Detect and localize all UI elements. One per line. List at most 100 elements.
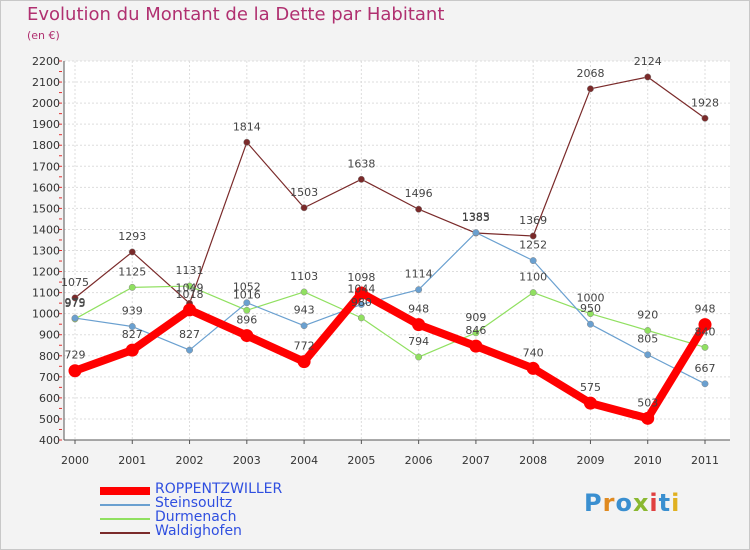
chart-title: Evolution du Montant de la Dette par Hab… bbox=[27, 4, 445, 25]
x-tick-label: 2007 bbox=[462, 454, 490, 467]
data-point bbox=[701, 380, 709, 388]
y-axis: 400 500 600 700 800 900 1000 1100 1200 1300 1400 15… bbox=[32, 55, 65, 447]
legend-label: ROPPENTZWILLER bbox=[155, 481, 283, 497]
data-point bbox=[415, 353, 423, 361]
data-label: 1049 bbox=[176, 281, 204, 294]
data-label: 740 bbox=[523, 346, 544, 359]
legend-label: Steinsoultz bbox=[155, 495, 233, 511]
legend-swatch bbox=[100, 487, 150, 495]
data-label: 1125 bbox=[118, 265, 146, 278]
data-point bbox=[529, 232, 537, 240]
data-point bbox=[644, 73, 652, 81]
data-point bbox=[243, 306, 251, 314]
data-label: 503 bbox=[637, 396, 658, 409]
data-label: 1385 bbox=[462, 211, 490, 224]
data-label: 729 bbox=[65, 349, 86, 362]
x-tick-label: 2008 bbox=[519, 454, 547, 467]
data-point bbox=[644, 327, 652, 334]
series-steinsoultz bbox=[71, 229, 709, 388]
data-point bbox=[701, 343, 709, 351]
proxiti-logo: Proxiti bbox=[584, 489, 680, 517]
data-label: 1000 bbox=[576, 292, 604, 305]
series-group bbox=[68, 73, 712, 425]
data-point bbox=[125, 343, 139, 357]
data-point bbox=[357, 300, 365, 308]
y-tick-label: 2100 bbox=[32, 76, 60, 89]
data-label: 1103 bbox=[290, 270, 318, 283]
y-tick-label: 400 bbox=[39, 434, 60, 447]
data-point bbox=[300, 288, 308, 296]
y-tick-label: 1600 bbox=[32, 181, 60, 194]
data-label: 948 bbox=[695, 303, 716, 316]
data-point bbox=[183, 303, 197, 317]
x-tick-label: 2010 bbox=[634, 454, 662, 467]
data-label: 1016 bbox=[233, 288, 261, 301]
data-label: 667 bbox=[695, 362, 716, 375]
data-label: 1293 bbox=[118, 230, 146, 243]
data-point bbox=[357, 314, 365, 322]
y-tick-label: 600 bbox=[39, 392, 60, 405]
data-label: 1075 bbox=[61, 276, 89, 289]
data-point bbox=[357, 175, 365, 183]
data-label: 840 bbox=[695, 325, 716, 338]
data-label: 805 bbox=[637, 333, 658, 346]
data-point bbox=[71, 294, 79, 302]
data-label: 1638 bbox=[347, 157, 375, 170]
data-point bbox=[698, 318, 712, 332]
y-tick-label: 1700 bbox=[32, 160, 60, 173]
data-point bbox=[583, 396, 597, 410]
logo-letter: r bbox=[602, 489, 616, 517]
series-durmenach bbox=[71, 282, 709, 361]
data-label: 1252 bbox=[519, 239, 547, 252]
data-label: 794 bbox=[408, 335, 429, 348]
data-label: 575 bbox=[580, 381, 601, 394]
data-point bbox=[71, 314, 79, 322]
data-label: 1383 bbox=[462, 211, 490, 224]
y-tick-label: 1100 bbox=[32, 287, 60, 300]
x-tick-label: 2004 bbox=[290, 454, 318, 467]
y-tick-label: 1200 bbox=[32, 266, 60, 279]
data-point bbox=[587, 310, 594, 318]
data-point bbox=[529, 289, 537, 297]
data-label: 2124 bbox=[634, 55, 662, 68]
y-tick-label: 900 bbox=[39, 329, 60, 342]
data-label: 846 bbox=[465, 324, 486, 337]
x-tick-label: 2003 bbox=[233, 454, 261, 467]
data-label: 772 bbox=[294, 340, 315, 353]
data-point bbox=[186, 282, 193, 290]
y-tick-label: 1000 bbox=[32, 308, 60, 321]
data-label: 1369 bbox=[519, 214, 547, 227]
data-point bbox=[243, 138, 251, 146]
data-point bbox=[243, 299, 251, 307]
x-tick-label: 2006 bbox=[405, 454, 433, 467]
y-tick-label: 800 bbox=[39, 350, 60, 363]
logo-letter: t bbox=[658, 489, 672, 517]
data-point bbox=[415, 205, 423, 213]
data-point bbox=[240, 329, 254, 343]
data-label: 1114 bbox=[405, 268, 433, 281]
legend-label: Durmenach bbox=[155, 509, 237, 525]
series-roppentzwiller bbox=[68, 286, 712, 425]
data-point bbox=[529, 257, 537, 265]
data-label: 896 bbox=[236, 314, 257, 327]
data-label: 1928 bbox=[691, 96, 719, 109]
data-point bbox=[587, 85, 594, 93]
data-point bbox=[587, 320, 594, 328]
y-tick-label: 700 bbox=[39, 371, 60, 384]
data-label: 1814 bbox=[233, 120, 261, 133]
data-label: 948 bbox=[408, 303, 429, 316]
data-point bbox=[354, 286, 368, 300]
logo-letter: P bbox=[584, 489, 603, 517]
data-label: 827 bbox=[122, 328, 143, 341]
data-point bbox=[297, 355, 311, 369]
y-tick-label: 1300 bbox=[32, 245, 60, 258]
series-line bbox=[74, 232, 706, 385]
data-label: 975 bbox=[65, 297, 86, 310]
data-label: 979 bbox=[65, 296, 86, 309]
x-tick-label: 2001 bbox=[118, 454, 146, 467]
data-label: 827 bbox=[179, 328, 200, 341]
data-point bbox=[412, 318, 426, 332]
y-tick-label: 500 bbox=[39, 413, 60, 426]
data-label: 920 bbox=[637, 309, 658, 322]
